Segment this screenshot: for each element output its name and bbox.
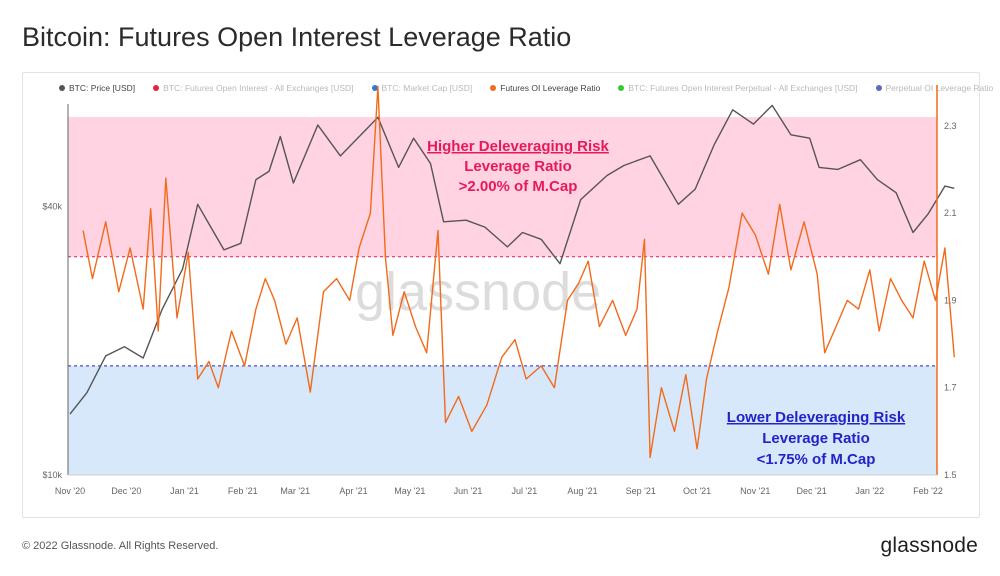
legend-dot-icon — [875, 85, 882, 91]
y-right-tick-label: 1.9 — [944, 295, 957, 305]
legend-label: Perpetual OI Leverage Ratio — [885, 83, 994, 93]
legend-dot-icon — [371, 85, 378, 91]
y-right-tick-label: 1.5 — [944, 470, 957, 480]
x-tick-label: Feb '22 — [913, 486, 943, 496]
risk-bands — [68, 117, 937, 475]
x-tick-label: Sep '21 — [626, 486, 656, 496]
x-tick-label: Feb '21 — [228, 486, 258, 496]
legend-dot-icon — [618, 85, 625, 91]
y-right-tick-label: 2.1 — [944, 208, 957, 218]
x-tick-label: Apr '21 — [339, 486, 367, 496]
legend-label: BTC: Futures Open Interest - All Exchang… — [163, 83, 354, 93]
legend-item[interactable]: BTC: Price [USD] — [59, 81, 135, 95]
series-lines — [69, 85, 955, 459]
legend-item[interactable]: Perpetual OI Leverage Ratio — [875, 81, 994, 95]
legend-label: Futures OI Leverage Ratio — [500, 83, 601, 93]
legend-item[interactable]: BTC: Futures Open Interest Perpetual - A… — [618, 81, 858, 95]
watermark: glassnode — [355, 262, 601, 322]
legend-label: BTC: Market Cap [USD] — [381, 83, 473, 93]
page-title: Bitcoin: Futures Open Interest Leverage … — [22, 22, 572, 52]
axes — [67, 85, 938, 476]
copyright-text: © 2022 Glassnode. All Rights Reserved. — [22, 540, 219, 552]
legend-dot-icon — [490, 85, 497, 91]
y-left-tick-label: $10k — [42, 470, 62, 480]
thresholds — [68, 256, 937, 367]
glassnode-logo: glassnode — [880, 534, 978, 557]
legend-item[interactable]: Futures OI Leverage Ratio — [490, 81, 600, 95]
y-right-tick-label: 1.7 — [944, 383, 957, 393]
x-tick-label: Jan '21 — [170, 486, 199, 496]
x-tick-label: Jul '21 — [511, 486, 537, 496]
btc-price-line — [69, 104, 955, 415]
legend-item[interactable]: BTC: Market Cap [USD] — [371, 81, 473, 95]
legend-dot-icon — [153, 85, 160, 91]
x-tick-label: Nov '20 — [55, 486, 85, 496]
tick-labels: Nov '20 Dec '20 Jan '21 Feb '21 Mar '21 Apr '… — [42, 121, 956, 496]
annotations: Higher Deleveraging Risk Leverage Ratio … — [427, 138, 906, 468]
high-risk-band — [68, 117, 937, 257]
high-risk-line2: >2.00% of M.Cap — [459, 178, 578, 195]
legend: BTC: Price [USD] BTC: Futures Open Intere… — [59, 81, 993, 95]
x-tick-label: Oct '21 — [683, 486, 711, 496]
x-tick-label: Jun '21 — [454, 486, 483, 496]
x-tick-label: May '21 — [394, 486, 425, 496]
y-right-tick-label: 2.3 — [944, 121, 957, 131]
x-tick-label: Dec '20 — [111, 486, 141, 496]
x-tick-label: Nov '21 — [740, 486, 770, 496]
legend-dot-icon — [59, 85, 65, 91]
x-tick-label: Mar '21 — [280, 486, 310, 496]
leverage-ratio-line — [82, 85, 955, 459]
high-risk-title: Higher Deleveraging Risk — [427, 138, 609, 155]
low-risk-line2: <1.75% of M.Cap — [757, 451, 876, 468]
low-risk-title: Lower Deleveraging Risk — [727, 409, 906, 426]
legend-label: BTC: Price [USD] — [69, 83, 136, 93]
y-left-tick-label: $40k — [42, 202, 62, 212]
low-risk-line1: Leverage Ratio — [762, 430, 870, 447]
high-risk-line1: Leverage Ratio — [464, 158, 572, 175]
legend-item[interactable]: BTC: Futures Open Interest - All Exchang… — [153, 81, 354, 95]
x-tick-label: Jan '22 — [855, 486, 884, 496]
low-risk-band — [68, 365, 937, 475]
x-tick-label: Aug '21 — [567, 486, 597, 496]
legend-label: BTC: Futures Open Interest Perpetual - A… — [628, 83, 858, 93]
x-tick-label: Dec '21 — [796, 486, 826, 496]
